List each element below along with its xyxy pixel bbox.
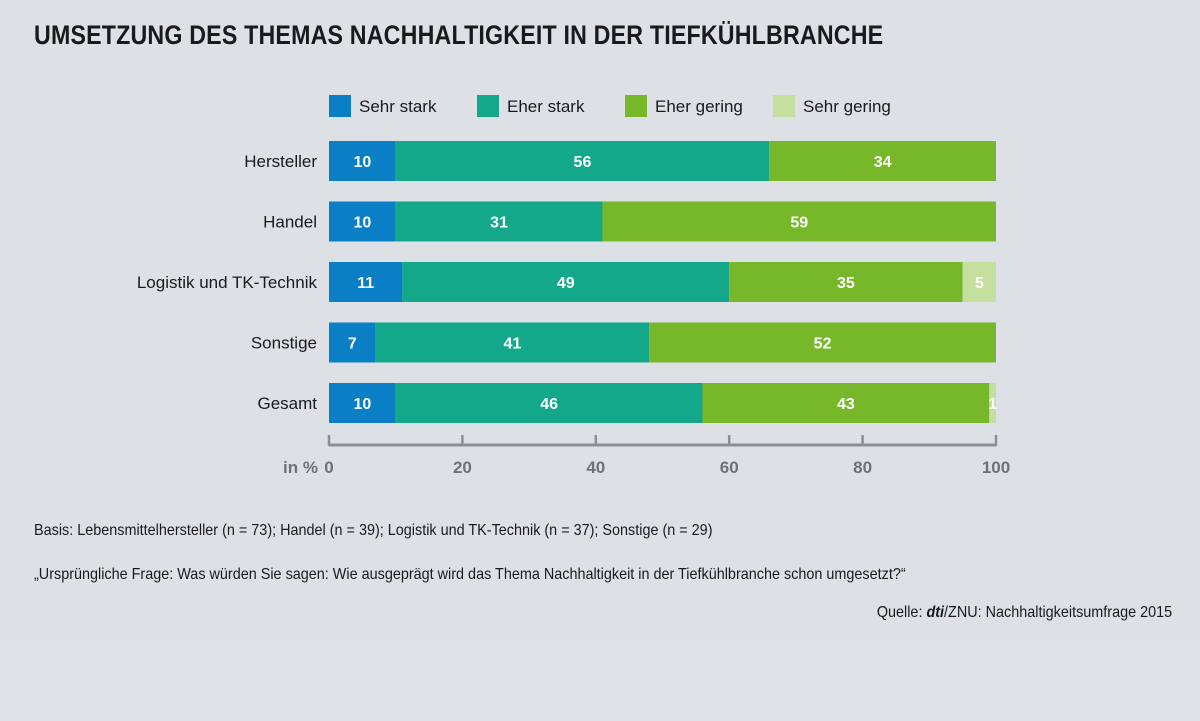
basis-note: Basis: Lebensmittelhersteller (n = 73); …: [34, 522, 713, 539]
data-label: 59: [790, 215, 808, 232]
source-brand: dti: [926, 604, 944, 621]
legend-label: Sehr stark: [359, 97, 437, 116]
legend-label: Sehr gering: [803, 97, 891, 116]
category-label: Handel: [263, 213, 317, 232]
category-label: Sonstige: [251, 334, 317, 353]
data-label: 10: [353, 154, 371, 171]
bar-segment: [729, 262, 963, 302]
chart-panel: [0, 0, 1200, 640]
bar-segment: [329, 322, 376, 363]
bar-segment: [375, 322, 650, 363]
source-rest: /ZNU: Nachhaltigkeitsumfrage 2015: [943, 604, 1172, 621]
x-tick-label: 40: [586, 458, 605, 477]
bar-segment: [395, 201, 603, 242]
bar-segment: [329, 201, 396, 242]
legend-label: Eher stark: [507, 97, 585, 116]
data-label: 56: [574, 154, 592, 171]
data-label: 43: [837, 396, 855, 413]
bar-segment: [329, 383, 396, 423]
source-note: Quelle: dti/ZNU: Nachhaltigkeitsumfrage …: [877, 604, 1172, 622]
bar-segment: [402, 262, 730, 302]
legend-label: Eher gering: [655, 97, 743, 116]
data-label: 5: [975, 275, 984, 292]
data-label: 52: [814, 336, 832, 353]
bar-segment: [702, 383, 990, 423]
bar-segment: [649, 322, 996, 363]
x-tick-label: 100: [982, 458, 1010, 477]
data-label: 10: [353, 215, 371, 232]
data-label: 10: [353, 396, 371, 413]
bar-segment: [395, 383, 703, 423]
source-prefix: Quelle:: [876, 604, 927, 621]
bar-segment: [602, 201, 996, 242]
x-axis-unit-label: in %: [283, 458, 318, 477]
data-label: 49: [557, 275, 575, 292]
x-tick-label: 0: [324, 458, 333, 477]
category-label: Gesamt: [257, 394, 317, 413]
data-label: 41: [504, 336, 522, 353]
x-tick-label: 60: [720, 458, 739, 477]
data-label: 1: [988, 396, 997, 413]
legend-swatch: [773, 95, 795, 117]
question-note: „Ursprüngliche Frage: Was würden Sie sag…: [34, 566, 906, 583]
data-label: 35: [837, 275, 855, 292]
bar-segment: [769, 141, 996, 181]
bar-segment: [962, 262, 996, 302]
bar-segment: [329, 262, 403, 302]
legend-swatch: [477, 95, 499, 117]
x-tick-label: 80: [853, 458, 872, 477]
bar-segment: [989, 383, 996, 423]
data-label: 11: [357, 275, 374, 292]
category-label: Hersteller: [244, 152, 317, 171]
data-label: 34: [874, 154, 892, 171]
bar-segment: [395, 141, 770, 181]
stacked-bar-chart: Sehr stark Eher stark Eher gering Sehr geri…: [137, 95, 1010, 477]
legend-swatch: [625, 95, 647, 117]
legend-swatch: [329, 95, 351, 117]
data-label: 7: [348, 336, 357, 353]
category-label: Logistik und TK-Technik: [137, 273, 318, 292]
x-tick-label: 20: [453, 458, 472, 477]
bar-segment: [329, 141, 396, 181]
chart-title: UMSETZUNG DES THEMAS NACHHALTIGKEIT IN D…: [34, 20, 884, 50]
data-label: 46: [540, 396, 558, 413]
data-label: 31: [490, 215, 508, 232]
